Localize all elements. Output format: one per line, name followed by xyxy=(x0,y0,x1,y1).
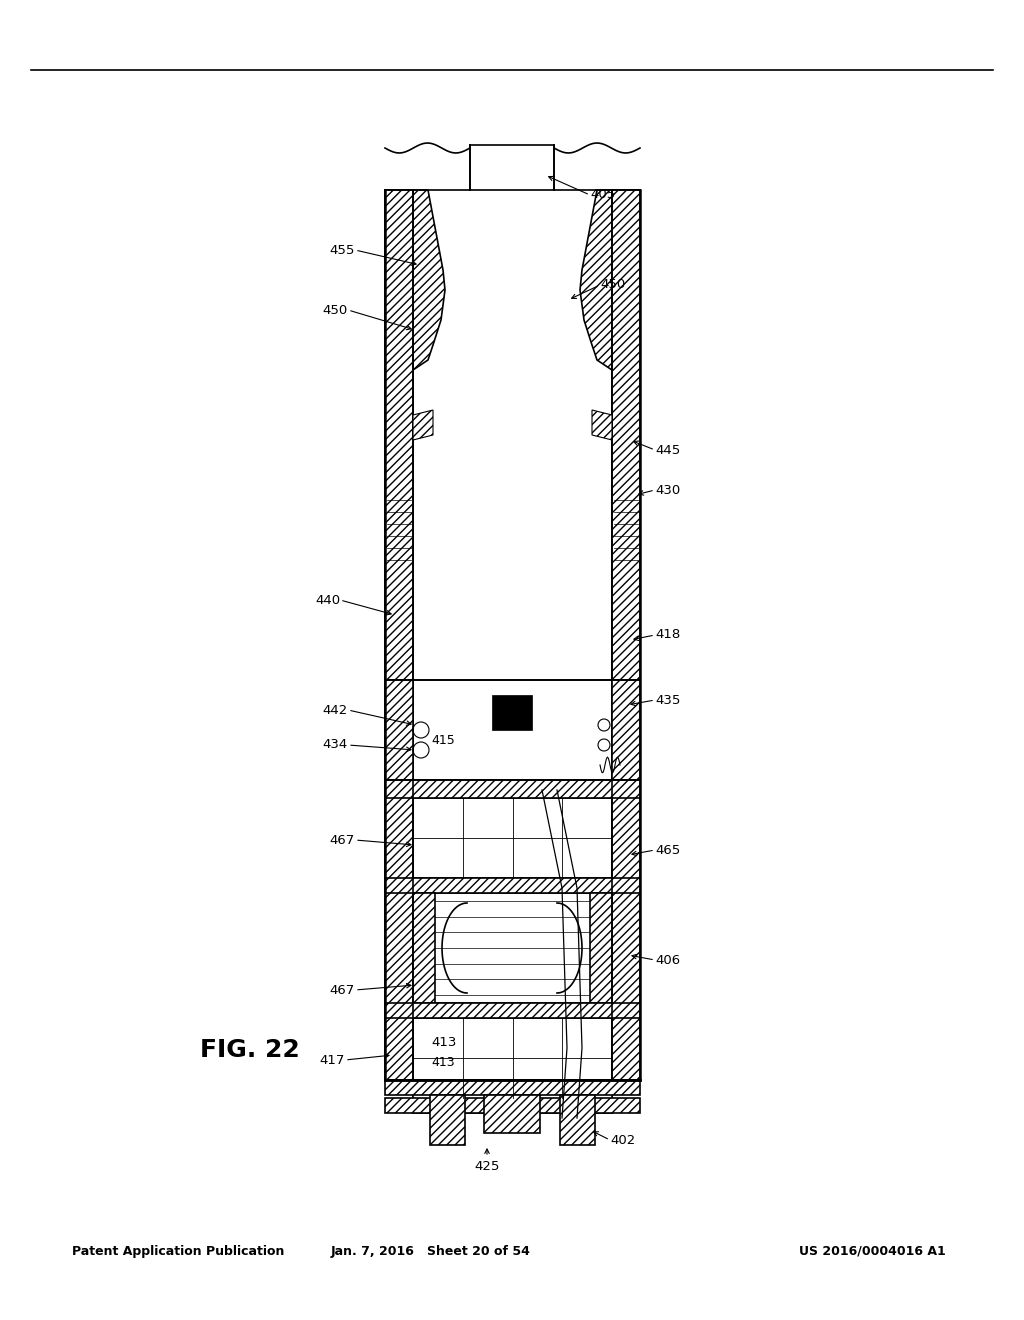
Text: 442: 442 xyxy=(323,704,348,717)
Polygon shape xyxy=(385,878,640,894)
Polygon shape xyxy=(385,1080,640,1096)
Text: 467: 467 xyxy=(330,833,355,846)
Polygon shape xyxy=(385,190,413,680)
Bar xyxy=(413,894,612,1003)
Polygon shape xyxy=(580,190,612,370)
Polygon shape xyxy=(413,411,433,440)
Polygon shape xyxy=(612,190,640,680)
Polygon shape xyxy=(385,1098,640,1113)
Polygon shape xyxy=(413,190,445,370)
Text: 406: 406 xyxy=(655,953,680,966)
Polygon shape xyxy=(484,1096,540,1133)
Polygon shape xyxy=(385,190,413,1080)
Text: 415: 415 xyxy=(431,734,455,747)
Text: 417: 417 xyxy=(319,1053,345,1067)
Bar xyxy=(413,680,612,780)
Text: 467: 467 xyxy=(330,983,355,997)
Bar xyxy=(413,1080,612,1113)
Polygon shape xyxy=(430,1096,465,1144)
Text: US 2016/0004016 A1: US 2016/0004016 A1 xyxy=(799,1245,945,1258)
Polygon shape xyxy=(385,780,640,799)
Text: Jan. 7, 2016   Sheet 20 of 54: Jan. 7, 2016 Sheet 20 of 54 xyxy=(330,1245,530,1258)
Text: 425: 425 xyxy=(474,1160,500,1173)
Polygon shape xyxy=(385,680,413,780)
Bar xyxy=(413,799,612,878)
Text: 430: 430 xyxy=(655,483,680,496)
Bar xyxy=(554,190,597,389)
Text: 434: 434 xyxy=(323,738,348,751)
Text: 455: 455 xyxy=(330,243,355,256)
Polygon shape xyxy=(385,1003,640,1018)
Text: Patent Application Publication: Patent Application Publication xyxy=(72,1245,284,1258)
Polygon shape xyxy=(560,1096,595,1144)
Text: 413: 413 xyxy=(431,1036,457,1049)
Polygon shape xyxy=(612,780,640,1080)
Polygon shape xyxy=(385,190,431,370)
Polygon shape xyxy=(612,190,640,1080)
Polygon shape xyxy=(413,894,435,1003)
Polygon shape xyxy=(612,680,640,780)
Text: 435: 435 xyxy=(655,693,680,706)
Text: 465: 465 xyxy=(655,843,680,857)
Bar xyxy=(492,696,532,730)
Bar xyxy=(428,190,470,389)
Text: 418: 418 xyxy=(655,628,680,642)
Text: 405: 405 xyxy=(590,189,615,202)
Text: 450: 450 xyxy=(323,304,348,317)
Polygon shape xyxy=(385,780,413,1080)
Text: 402: 402 xyxy=(610,1134,635,1147)
Polygon shape xyxy=(592,411,612,440)
Bar xyxy=(470,145,554,190)
Bar xyxy=(413,1018,612,1098)
Text: 440: 440 xyxy=(314,594,340,606)
Text: 445: 445 xyxy=(655,444,680,457)
Text: 450: 450 xyxy=(600,279,626,292)
Polygon shape xyxy=(594,190,640,370)
Text: FIG. 22: FIG. 22 xyxy=(200,1038,300,1063)
Text: 413: 413 xyxy=(431,1056,455,1069)
Polygon shape xyxy=(590,894,612,1003)
